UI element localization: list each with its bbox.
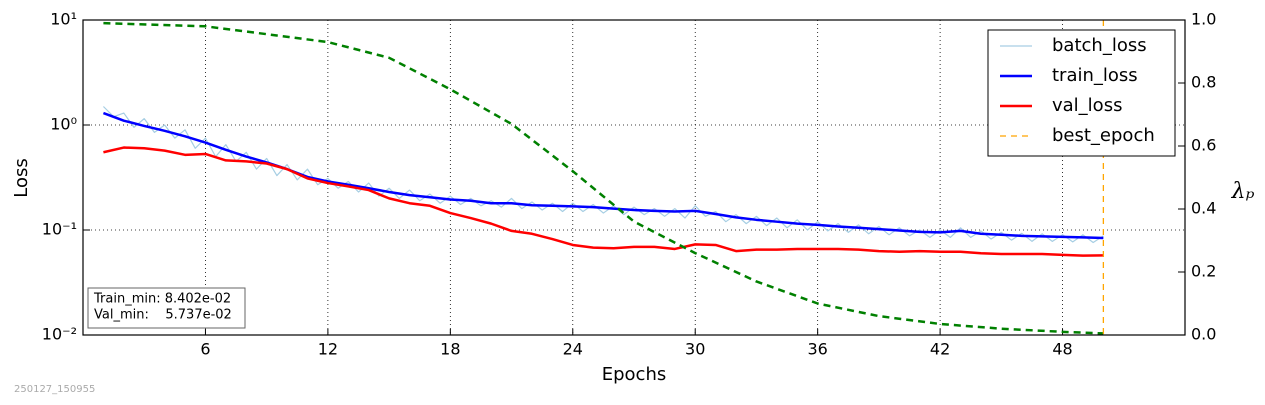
y2-tick-label: 0.4 <box>1191 199 1216 218</box>
line-series <box>102 106 1104 244</box>
x-tick-label: 18 <box>440 340 460 359</box>
y-tick-label: 10⁰ <box>50 115 77 134</box>
line-series <box>103 21 1104 335</box>
plot-frame <box>82 19 1186 336</box>
x-tick-label: 48 <box>1052 340 1072 359</box>
y2-tick-label: 1.0 <box>1191 10 1216 29</box>
legend-box <box>987 29 1176 157</box>
y2-tick-label: 0.2 <box>1191 262 1216 281</box>
legend-label: val_loss <box>1052 95 1122 116</box>
x-axis-label: Epochs <box>602 364 667 385</box>
line-series <box>103 146 1104 257</box>
legend-label: train_loss <box>1052 65 1138 86</box>
y-tick-label: 10⁻² <box>42 325 77 344</box>
y-axis-label: Loss <box>11 158 32 197</box>
annotation: Val_min: 5.737e-02 <box>94 308 232 323</box>
y2-tick-label: 0.0 <box>1191 325 1216 344</box>
y2-tick-label: 0.6 <box>1191 136 1216 155</box>
y-tick-label: 10¹ <box>50 10 77 29</box>
x-tick-label: 42 <box>930 340 950 359</box>
x-tick-label: 12 <box>318 340 338 359</box>
y2-axis-label: λₚ <box>1231 179 1255 204</box>
line-series <box>102 111 1104 240</box>
x-tick-label: 36 <box>807 340 827 359</box>
y-tick-label: 10⁻¹ <box>42 220 77 239</box>
legend-label: batch_loss <box>1052 35 1147 56</box>
x-tick-label: 24 <box>563 340 583 359</box>
x-tick-label: 6 <box>200 340 210 359</box>
legend-label: best_epoch <box>1052 125 1155 146</box>
footer: 250127_150955 <box>14 384 95 395</box>
y2-tick-label: 0.8 <box>1191 73 1216 92</box>
x-tick-label: 30 <box>685 340 705 359</box>
annotation-box <box>87 287 246 329</box>
annotation: Train_min: 8.402e-02 <box>93 292 231 307</box>
